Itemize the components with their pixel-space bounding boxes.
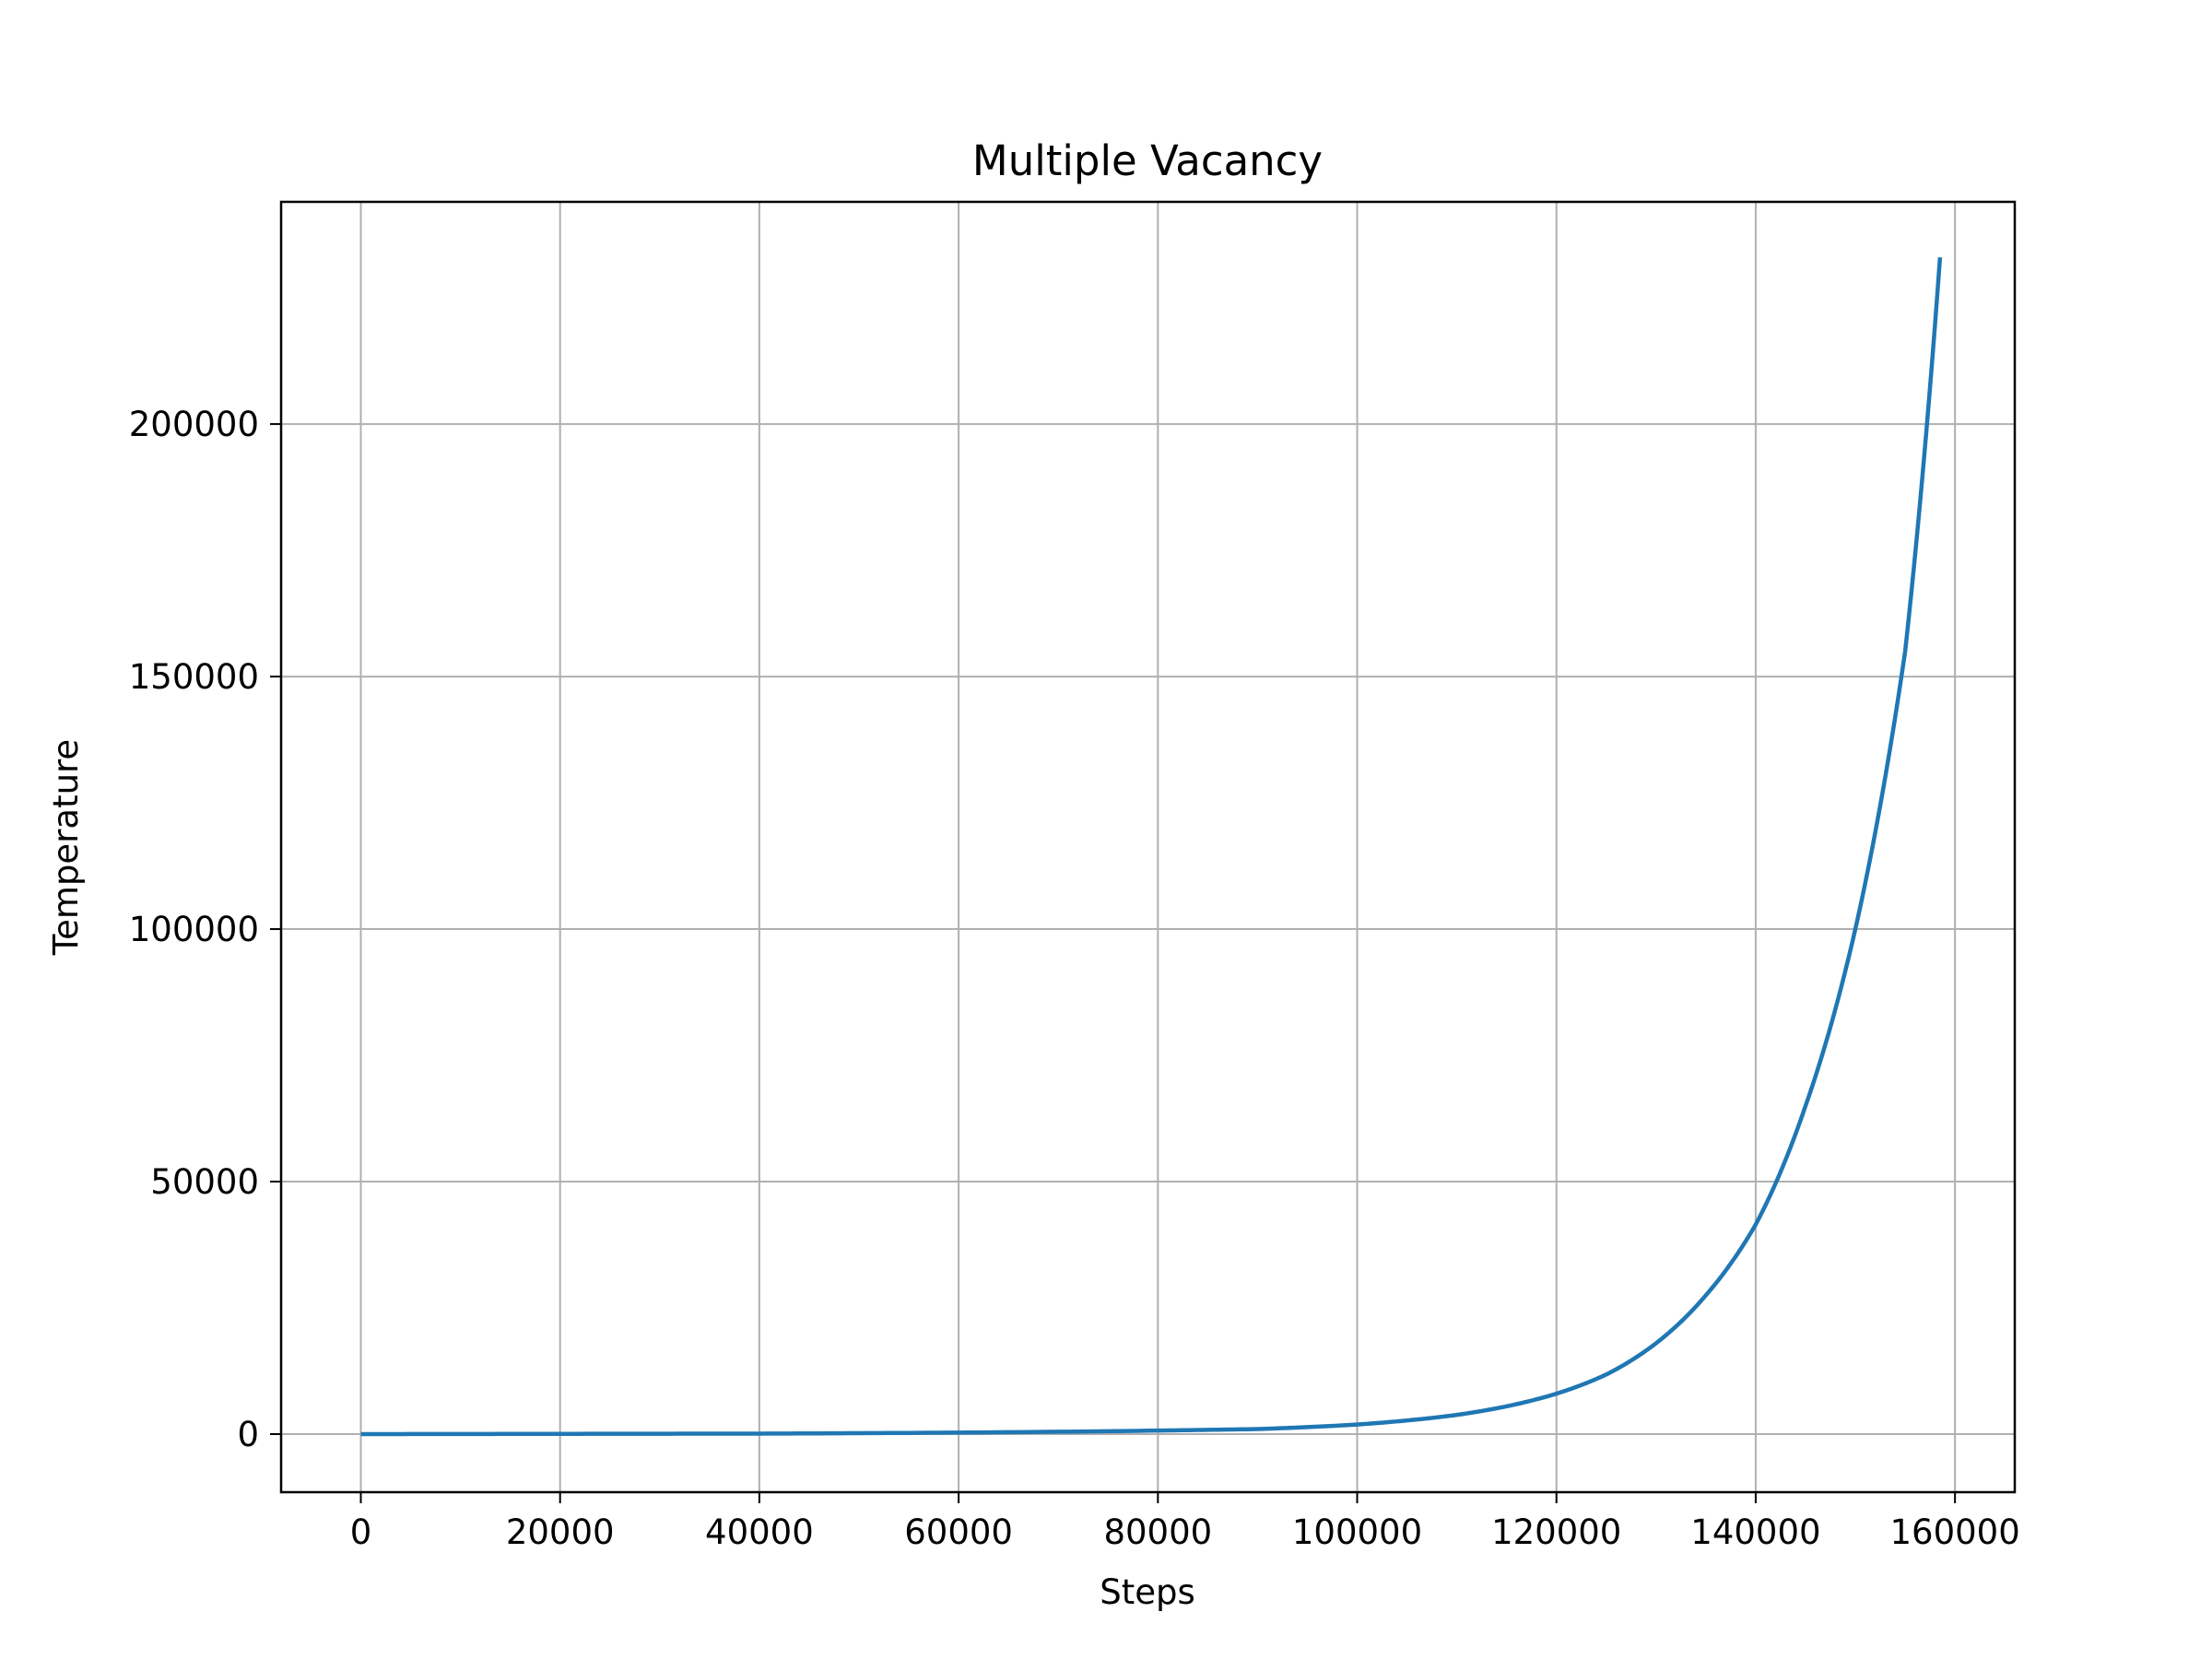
x-tick-label: 0 xyxy=(350,1512,372,1552)
chart-title: Multiple Vacancy xyxy=(972,136,1323,185)
series-line xyxy=(360,257,1943,1437)
y-tick-label: 0 xyxy=(237,1415,259,1454)
series-layer xyxy=(360,257,1943,1437)
y-tick-label: 150000 xyxy=(129,657,259,697)
x-tick-label: 100000 xyxy=(1292,1512,1422,1552)
x-tick-label: 140000 xyxy=(1690,1512,1820,1552)
tick-layer: 0 20000 40000 60000 80000 100000 120000 140000 1… xyxy=(129,405,2020,1552)
x-tick-label: 160000 xyxy=(1890,1512,2020,1552)
axes-frame xyxy=(279,200,2017,1494)
x-tick-label: 120000 xyxy=(1491,1512,1621,1552)
x-tick-label: 60000 xyxy=(904,1512,1013,1552)
y-axis-label: Temperature xyxy=(46,739,86,956)
y-tick-label: 50000 xyxy=(150,1162,259,1202)
grid-layer xyxy=(281,202,2015,1492)
y-tick-label: 200000 xyxy=(129,405,259,444)
x-axis-label: Steps xyxy=(1100,1572,1195,1612)
x-tick-label: 40000 xyxy=(705,1512,814,1552)
y-tick-label: 100000 xyxy=(129,910,259,949)
x-tick-label: 20000 xyxy=(506,1512,615,1552)
x-tick-label: 80000 xyxy=(1103,1512,1212,1552)
